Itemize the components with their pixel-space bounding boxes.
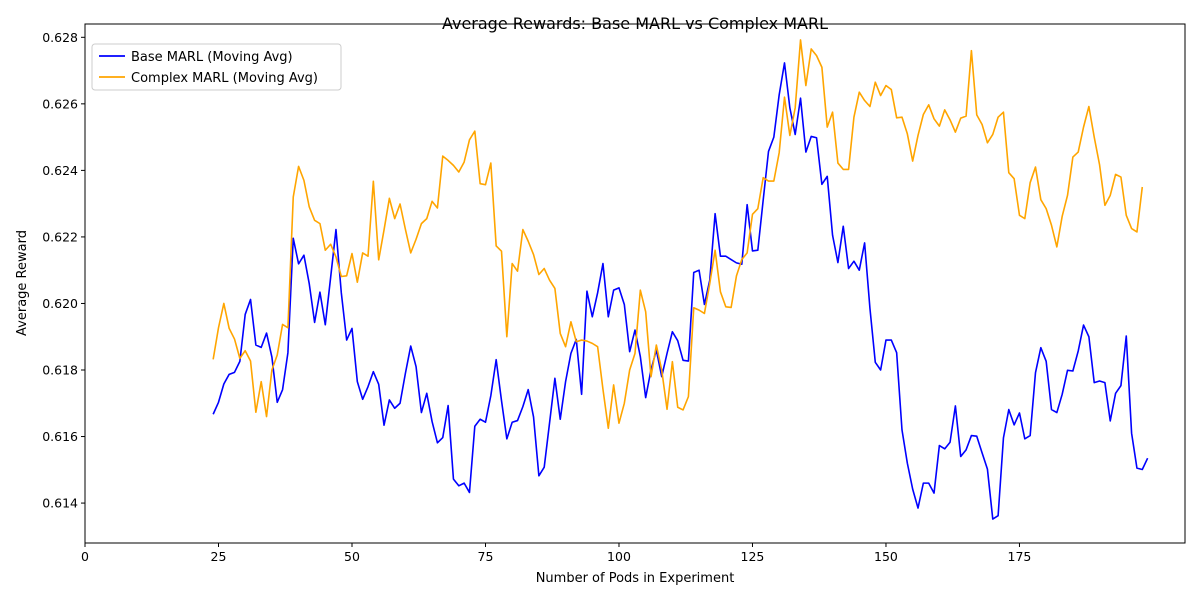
y-tick-label: 0.622 <box>42 229 78 244</box>
y-tick-label: 0.618 <box>42 363 78 378</box>
series-line-0 <box>212 62 1149 520</box>
x-axis-ticks: 0 25 50 75 100 125 150 175 <box>81 543 1031 564</box>
x-tick-label: 75 <box>478 549 494 564</box>
x-axis-label: Number of Pods in Experiment <box>536 571 735 586</box>
y-tick-label: 0.626 <box>42 96 78 111</box>
series-line-1 <box>212 39 1144 430</box>
y-tick-label: 0.620 <box>42 296 78 311</box>
y-tick-label: 0.616 <box>42 429 78 444</box>
x-tick-label: 175 <box>1008 549 1032 564</box>
y-axis-label: Average Reward <box>15 230 30 336</box>
x-tick-label: 25 <box>211 549 227 564</box>
legend-box <box>91 43 342 91</box>
y-tick-label: 0.624 <box>42 163 78 178</box>
legend: Base MARL (Moving Avg) Complex MARL (Mov… <box>91 43 342 91</box>
x-tick-label: 0 <box>81 549 89 564</box>
x-tick-label: 125 <box>741 549 765 564</box>
plot-lines <box>212 39 1149 520</box>
legend-entry-complex-marl: Complex MARL (Moving Avg) <box>131 71 318 86</box>
legend-entry-base-marl: Base MARL (Moving Avg) <box>131 50 293 65</box>
plot-area-frame <box>84 23 1186 544</box>
y-tick-label: 0.614 <box>42 496 78 511</box>
x-tick-label: 100 <box>607 549 631 564</box>
x-tick-label: 150 <box>874 549 898 564</box>
y-tick-label: 0.628 <box>42 30 78 45</box>
y-axis-ticks: 0.614 0.616 0.618 0.620 0.622 0.624 0.626 0.628 <box>42 30 85 511</box>
x-tick-label: 50 <box>344 549 360 564</box>
